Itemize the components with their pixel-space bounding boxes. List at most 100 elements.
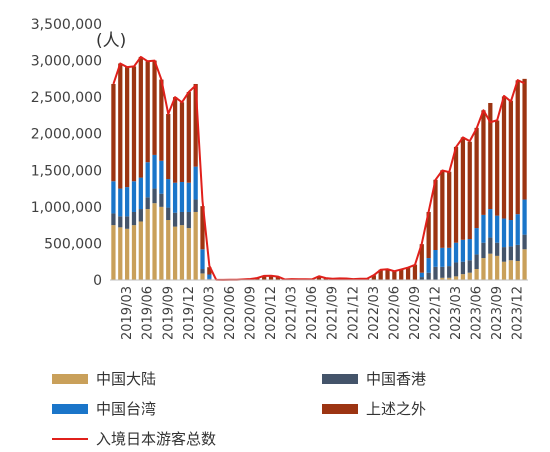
- bar-segment: [399, 269, 404, 280]
- x-tick-label: 2020/03: [202, 286, 217, 340]
- bar-segment: [488, 209, 493, 238]
- bar-segment: [125, 228, 130, 280]
- bar-segment: [433, 250, 438, 267]
- y-tick-label: 1,500,000: [31, 163, 102, 179]
- y-tick-label: 0: [93, 273, 102, 289]
- x-tick-label: 2020/12: [264, 286, 279, 340]
- x-tick-label: 2019/06: [141, 286, 156, 340]
- x-axis: 2019/03 2019/06 2019/09 2019/12 2020/03 2020/…: [110, 279, 528, 340]
- bar-segment: [508, 246, 513, 261]
- bar-segment: [467, 239, 472, 261]
- legend-label-taiwan: 中国台湾: [96, 400, 157, 418]
- x-tick-label: 2019/03: [120, 286, 135, 340]
- y-tick-label: 1,000,000: [31, 200, 102, 216]
- bar-segment: [111, 181, 116, 214]
- x-tick-label: 2023/03: [449, 286, 464, 340]
- bar-segment: [275, 276, 281, 280]
- x-tick-label: 2019/09: [161, 286, 176, 340]
- bar-segment: [495, 120, 500, 216]
- bar-segment: [495, 215, 500, 243]
- x-tick-label: 2021/03: [285, 286, 300, 340]
- bar-segment: [159, 79, 164, 161]
- bar-segment: [111, 83, 116, 182]
- bar-segment: [453, 242, 459, 263]
- bar-segment: [508, 100, 513, 221]
- x-tick-label: 2021/06: [305, 286, 320, 340]
- bar-segment: [501, 96, 507, 219]
- bar-segment: [207, 267, 212, 275]
- bar-segment: [501, 218, 507, 248]
- bar-segment: [392, 271, 397, 280]
- legend-swatch-others: [322, 403, 358, 414]
- x-tick-label: 2021/12: [346, 286, 361, 340]
- bar-segment: [467, 141, 472, 240]
- bar-segment: [118, 227, 123, 280]
- bar-segment: [145, 209, 150, 280]
- bar-segment: [460, 239, 466, 262]
- legend: 中国大陆 中国香港 中国台湾 上述之外 入境日本游客总数: [0, 366, 550, 452]
- bar-segment: [262, 275, 267, 280]
- bar-segment: [488, 102, 493, 210]
- legend-item-taiwan: 中国台湾: [52, 398, 156, 419]
- bar-segment: [488, 237, 493, 254]
- bar-segment: [426, 272, 431, 280]
- legend-swatch-taiwan: [52, 403, 88, 414]
- bar-segment: [118, 63, 123, 189]
- bar-segment: [474, 127, 479, 229]
- x-tick-label: 2021/09: [326, 286, 341, 340]
- bar-segment: [419, 244, 424, 273]
- legend-item-hongkong: 中国香港: [322, 368, 426, 389]
- legend-label-total: 入境日本游客总数: [96, 430, 217, 448]
- total-line-layer: [112, 55, 526, 281]
- bar-segment: [193, 199, 198, 212]
- legend-label-mainland: 中国大陆: [96, 370, 157, 388]
- bar-segment: [159, 160, 164, 194]
- bar-segment: [474, 228, 479, 255]
- total-visitors-line: [112, 55, 526, 281]
- bar-segment: [447, 266, 452, 278]
- bar-segment: [131, 181, 137, 212]
- bar-segment: [508, 260, 513, 280]
- bar-segment: [125, 187, 130, 217]
- bar-segment: [138, 209, 143, 222]
- bar-segment: [460, 261, 466, 275]
- bar-segment: [440, 170, 445, 248]
- bar-segment: [412, 264, 418, 280]
- bar-segment: [515, 260, 520, 280]
- y-tick-label: 2,500,000: [31, 90, 102, 106]
- bar-segment: [125, 67, 130, 188]
- bar-segment: [481, 242, 486, 259]
- bar-segment: [145, 61, 150, 163]
- legend-swatch-hongkong: [322, 373, 358, 384]
- bar-segment: [166, 113, 171, 180]
- bar-segment: [515, 244, 520, 261]
- bar-segment: [316, 276, 322, 280]
- legend-swatch-total: [52, 437, 88, 440]
- bar-segment: [179, 211, 185, 226]
- bar-segment: [268, 275, 274, 280]
- bar-segment: [515, 214, 520, 245]
- bar-segment: [118, 216, 123, 228]
- bar-segment: [159, 193, 164, 207]
- bar-segment: [447, 277, 452, 280]
- bar-segment: [495, 255, 500, 280]
- bar-segment: [131, 211, 137, 226]
- bar-segment: [200, 249, 205, 270]
- y-tick-label: 3,500,000: [31, 17, 102, 33]
- bar-segment: [145, 162, 150, 198]
- bar-segment: [111, 213, 116, 226]
- unit-label: (人): [96, 31, 126, 51]
- x-tick-label: 2022/06: [387, 286, 402, 340]
- bar-segment: [118, 188, 123, 217]
- bar-segment: [125, 216, 130, 229]
- bar-segment: [193, 166, 198, 200]
- bars: [111, 56, 527, 280]
- bar-segment: [522, 249, 527, 280]
- bar-segment: [166, 220, 171, 280]
- legend-item-total: 入境日本游客总数: [52, 428, 216, 449]
- bar-segment: [166, 179, 171, 208]
- bar-segment: [179, 102, 185, 182]
- bar-segment: [453, 146, 459, 243]
- bar-segment: [453, 262, 459, 277]
